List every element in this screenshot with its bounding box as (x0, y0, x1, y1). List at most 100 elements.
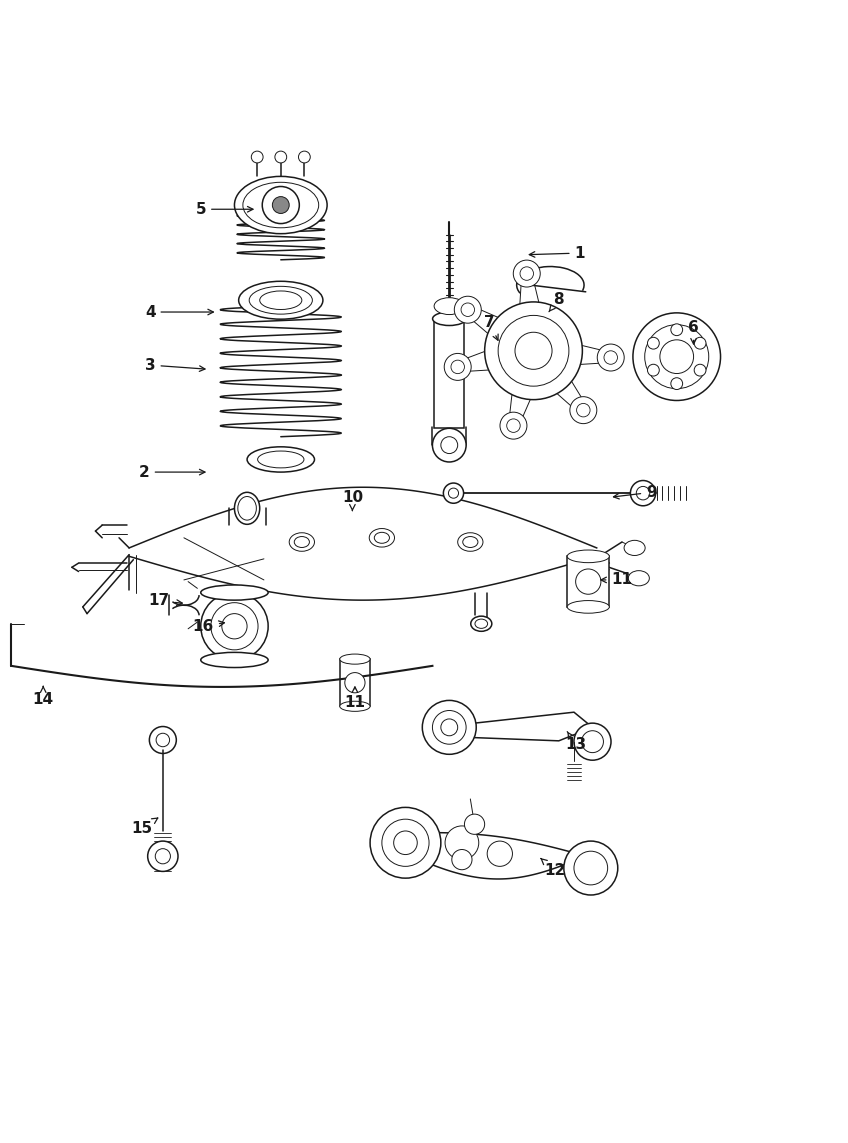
Polygon shape (340, 660, 370, 706)
Ellipse shape (259, 291, 302, 310)
Circle shape (648, 337, 659, 349)
Ellipse shape (249, 287, 312, 314)
Circle shape (155, 848, 170, 864)
Text: 13: 13 (565, 732, 586, 752)
Ellipse shape (567, 550, 610, 562)
Polygon shape (520, 273, 540, 307)
Text: 11: 11 (344, 687, 365, 710)
Text: 10: 10 (342, 490, 363, 511)
Ellipse shape (258, 451, 304, 467)
Ellipse shape (340, 654, 370, 664)
Circle shape (222, 614, 247, 639)
Ellipse shape (463, 536, 478, 547)
Text: 9: 9 (613, 485, 656, 499)
Circle shape (644, 325, 709, 389)
Circle shape (148, 841, 178, 871)
Ellipse shape (471, 616, 492, 631)
Circle shape (149, 727, 176, 753)
Circle shape (432, 711, 466, 744)
Circle shape (441, 719, 458, 736)
Ellipse shape (234, 493, 259, 525)
Text: 5: 5 (195, 202, 253, 217)
Circle shape (272, 197, 289, 214)
Circle shape (671, 377, 683, 390)
Circle shape (574, 724, 611, 760)
Text: 3: 3 (145, 358, 205, 373)
Circle shape (432, 429, 466, 462)
Circle shape (498, 315, 569, 386)
Polygon shape (567, 557, 610, 607)
Circle shape (211, 602, 258, 650)
Text: 1: 1 (529, 246, 585, 261)
Circle shape (576, 569, 601, 594)
Circle shape (444, 353, 471, 381)
Text: 7: 7 (484, 315, 498, 341)
Text: 2: 2 (139, 464, 205, 480)
Text: 6: 6 (689, 320, 699, 344)
Text: 17: 17 (148, 593, 182, 608)
Circle shape (461, 303, 475, 317)
Ellipse shape (340, 702, 370, 711)
Circle shape (488, 841, 512, 866)
Polygon shape (465, 305, 502, 336)
Circle shape (597, 344, 624, 371)
Circle shape (671, 323, 683, 336)
Circle shape (507, 418, 520, 432)
Circle shape (695, 365, 706, 376)
Circle shape (648, 365, 659, 376)
Text: 8: 8 (549, 291, 564, 312)
Circle shape (156, 734, 170, 746)
Ellipse shape (475, 620, 488, 629)
Ellipse shape (243, 182, 319, 227)
Circle shape (695, 337, 706, 349)
Circle shape (633, 313, 721, 400)
Ellipse shape (238, 281, 323, 319)
Circle shape (515, 333, 552, 369)
Circle shape (513, 261, 540, 287)
Ellipse shape (247, 447, 315, 472)
Ellipse shape (289, 533, 315, 551)
Circle shape (630, 480, 656, 506)
Circle shape (582, 730, 604, 752)
Circle shape (465, 814, 485, 834)
Polygon shape (471, 712, 593, 741)
Ellipse shape (201, 585, 268, 600)
Ellipse shape (458, 533, 483, 551)
Circle shape (452, 849, 472, 870)
Circle shape (636, 487, 650, 499)
Polygon shape (434, 319, 465, 429)
Circle shape (564, 841, 617, 895)
Ellipse shape (434, 297, 465, 314)
Ellipse shape (374, 533, 389, 543)
Circle shape (345, 672, 365, 693)
Circle shape (275, 151, 287, 163)
Polygon shape (405, 832, 593, 879)
Text: 16: 16 (192, 618, 225, 633)
Circle shape (444, 483, 464, 503)
Polygon shape (509, 391, 532, 427)
Ellipse shape (628, 570, 650, 586)
Text: 11: 11 (601, 573, 633, 588)
Text: 15: 15 (131, 818, 158, 836)
Ellipse shape (624, 541, 645, 555)
Circle shape (577, 403, 590, 417)
Polygon shape (457, 350, 493, 371)
Circle shape (298, 151, 310, 163)
Circle shape (604, 351, 617, 365)
Circle shape (485, 302, 583, 400)
Circle shape (500, 413, 527, 439)
Text: 14: 14 (33, 686, 53, 708)
Ellipse shape (567, 600, 610, 613)
Circle shape (262, 186, 299, 224)
Circle shape (449, 488, 459, 498)
Circle shape (393, 831, 417, 855)
Ellipse shape (369, 528, 394, 547)
Ellipse shape (234, 176, 327, 233)
Circle shape (382, 820, 429, 866)
Polygon shape (554, 378, 587, 414)
Circle shape (201, 592, 268, 660)
Circle shape (570, 397, 597, 424)
Circle shape (251, 151, 263, 163)
Circle shape (455, 296, 482, 323)
Text: 4: 4 (145, 304, 214, 320)
